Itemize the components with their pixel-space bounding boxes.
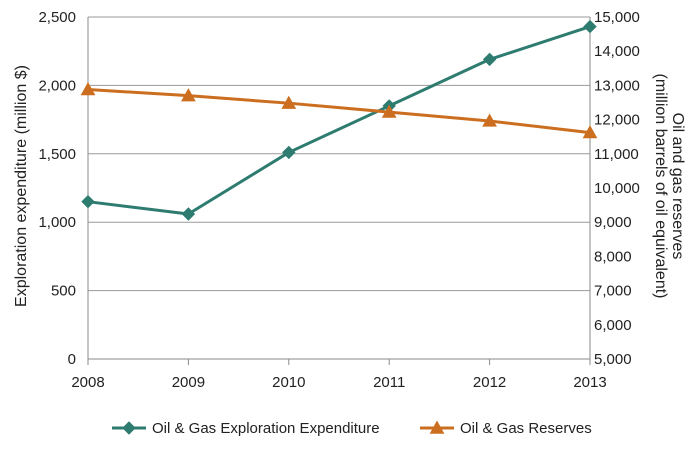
reserves-point — [381, 104, 397, 118]
y-left-tick-label: 0 — [68, 351, 76, 368]
y-right-tick-label: 8,000 — [594, 248, 632, 265]
y-left-tick-label: 2,500 — [38, 9, 76, 26]
expenditure-point — [482, 52, 497, 67]
reserves-point — [181, 88, 196, 102]
x-tick-label: 2013 — [573, 374, 606, 391]
legend: Oil & Gas Exploration Expenditure Oil & G… — [112, 420, 592, 437]
reserves-point — [80, 81, 96, 96]
y-left-tick-label: 500 — [51, 283, 76, 300]
expenditure-point — [81, 194, 95, 209]
axes: 0 500 1,000 1,500 2,000 2,500 5,000 6,000 7,000 8… — [38, 9, 639, 391]
x-tick-label: 2008 — [71, 374, 104, 391]
y-right-tick-label: 6,000 — [594, 317, 632, 334]
expenditure-point — [583, 19, 597, 34]
legend-diamond-icon — [122, 421, 136, 435]
x-tick-label: 2010 — [272, 374, 305, 391]
y-right-tick-label: 5,000 — [594, 351, 632, 368]
series — [80, 19, 598, 221]
expenditure-point — [181, 207, 196, 221]
y-axis-title-right-line2: (million barrels of oil equivalent) — [652, 74, 669, 299]
x-tick-label: 2009 — [172, 374, 205, 391]
reserves-point — [281, 95, 297, 109]
legend-label: Oil & Gas Exploration Expenditure — [152, 420, 380, 437]
y-axis-title-right-line1: Oil and gas reserves — [669, 113, 686, 260]
gridlines — [88, 16, 590, 292]
legend-triangle-icon — [429, 420, 445, 434]
y-right-tick-label: 12,000 — [594, 112, 640, 129]
expenditure-point — [282, 145, 296, 160]
y-right-tick-label: 11,000 — [594, 146, 639, 163]
y-right-tick-label: 13,000 — [594, 77, 640, 94]
x-tick-label: 2011 — [373, 374, 405, 391]
reserves-point — [582, 125, 598, 139]
y-right-tick-label: 9,000 — [594, 214, 632, 231]
y-right-tick-label: 10,000 — [594, 180, 640, 197]
reserves-line — [87, 88, 591, 135]
y-left-tick-label: 1,000 — [38, 214, 76, 231]
y-right-tick-label: 14,000 — [594, 43, 640, 60]
x-tick-label: 2012 — [473, 374, 506, 391]
y-axis-title-left: Exploration expenditure (million $) — [13, 65, 30, 307]
y-right-tick-label: 15,000 — [594, 9, 640, 26]
reserves-point — [482, 113, 497, 127]
y-left-tick-label: 1,500 — [38, 146, 76, 163]
y-left-tick-label: 2,000 — [38, 77, 76, 94]
expenditure-line — [87, 25, 591, 216]
y-right-tick-label: 7,000 — [594, 283, 632, 300]
axis-labels: Exploration expenditure (million $) Oil … — [13, 65, 686, 307]
legend-label: Oil & Gas Reserves — [460, 420, 592, 437]
